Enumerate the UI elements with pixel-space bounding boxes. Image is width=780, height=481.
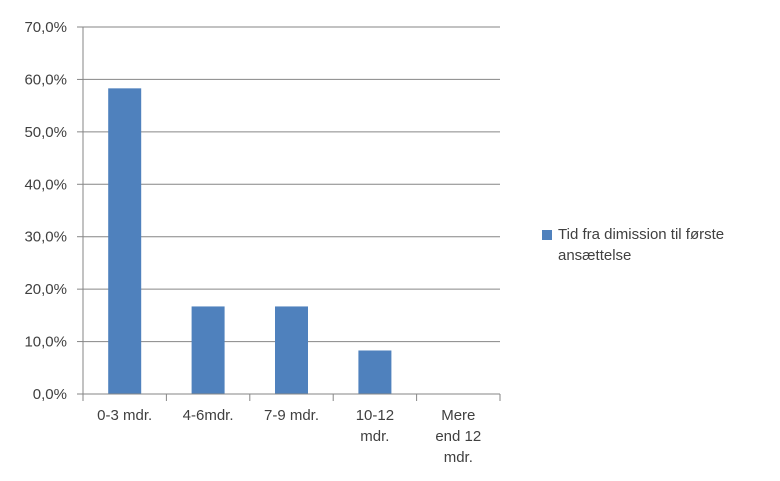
x-axis-tick-labels: 0-3 mdr. 4-6mdr. 7-9 mdr. 10-12 mdr. Mere end …	[97, 407, 481, 466]
axes	[77, 26, 501, 401]
x-tick-label: 7-9 mdr.	[264, 407, 319, 424]
y-tick-label: 40,0%	[24, 176, 67, 193]
y-tick-label: 0,0%	[33, 386, 67, 403]
x-tick-label: 0-3 mdr.	[97, 407, 152, 424]
x-tick-label: 10-12 mdr.	[356, 407, 394, 445]
legend: Tid fra dimission til første ansættelse	[542, 224, 758, 266]
bar	[108, 88, 142, 394]
y-tick-label: 30,0%	[24, 229, 67, 246]
y-tick-label: 10,0%	[24, 334, 67, 351]
bar	[275, 306, 308, 394]
gridlines	[83, 26, 500, 343]
bar	[358, 350, 392, 394]
legend-label: Tid fra dimission til første ansættelse	[558, 226, 725, 264]
x-tick-label: Mere end 12 mdr.	[435, 407, 481, 466]
x-tick-label: 4-6mdr.	[183, 407, 234, 424]
y-tick-label: 60,0%	[24, 71, 67, 88]
y-tick-label: 50,0%	[24, 124, 67, 141]
legend-swatch	[542, 230, 552, 240]
y-axis-tick-labels: 0,0% 10,0% 20,0% 30,0% 40,0% 50,0% 60,0% 70,0%	[24, 19, 67, 403]
bars	[108, 88, 392, 394]
bar	[191, 306, 225, 394]
y-tick-label: 70,0%	[24, 19, 67, 36]
y-tick-label: 20,0%	[24, 281, 67, 298]
